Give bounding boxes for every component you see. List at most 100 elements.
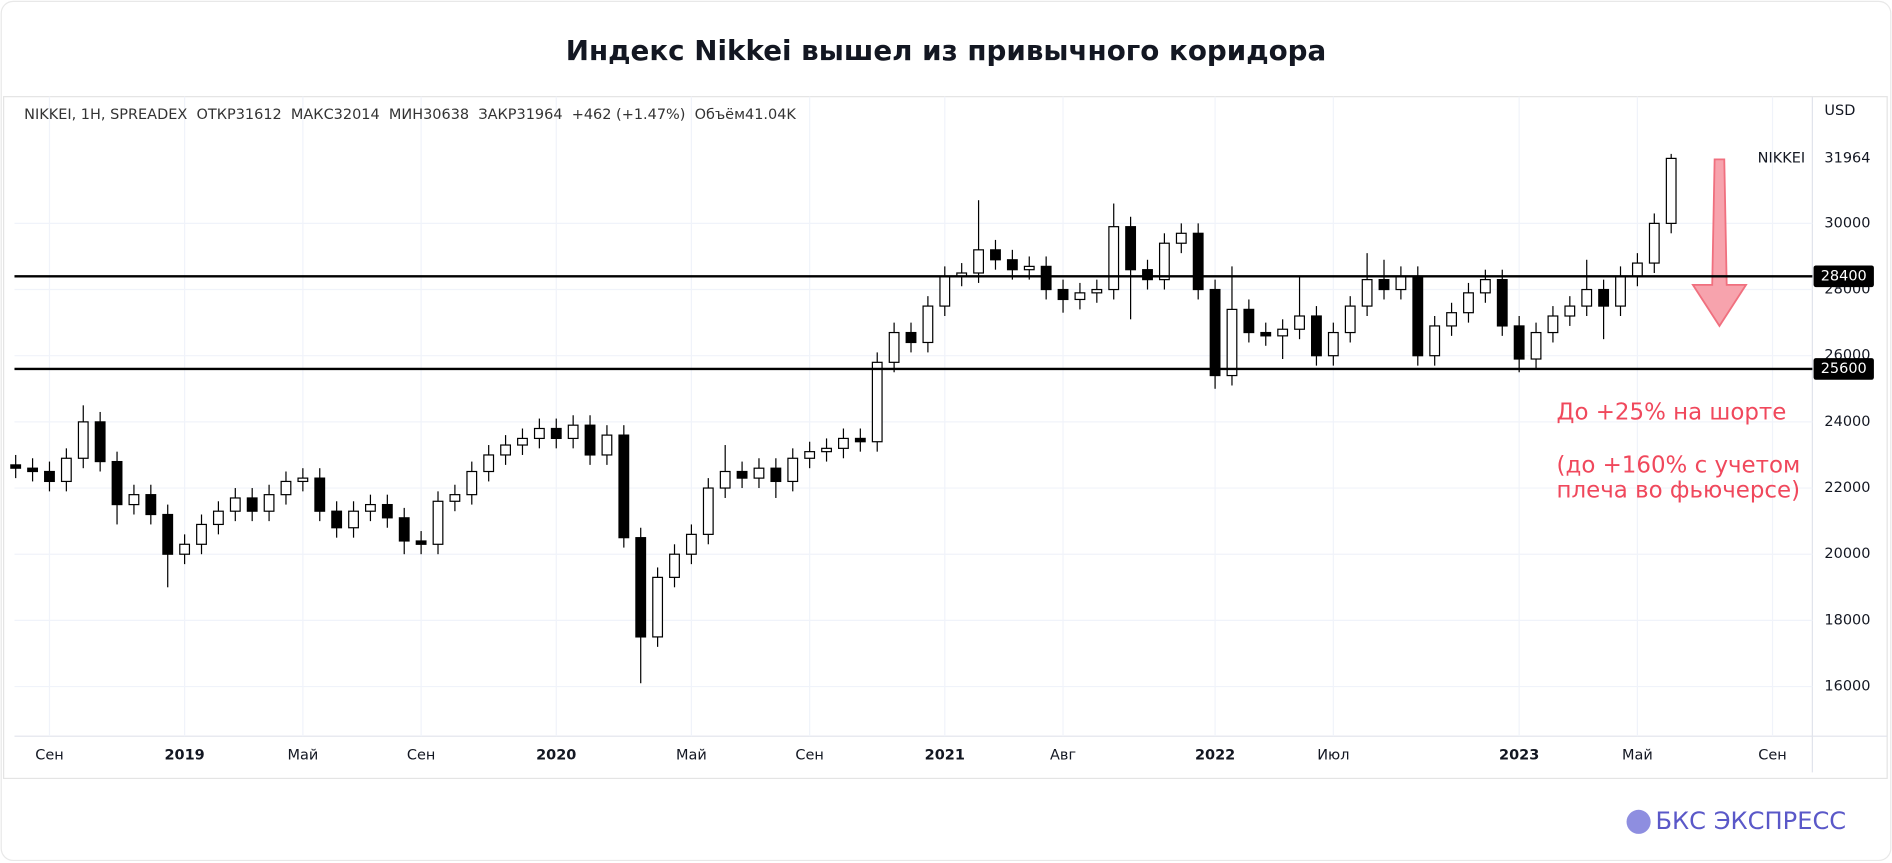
candle-body (1581, 288, 1593, 307)
candle-body (314, 477, 326, 512)
candle-body (1209, 288, 1221, 377)
candle-body (1530, 331, 1542, 360)
candle-body (1006, 259, 1018, 271)
candle-body (1294, 315, 1305, 330)
x-tick-label: 2021 (925, 747, 965, 763)
candle-body (1158, 242, 1170, 281)
grid (14, 96, 1813, 737)
annotation: (до +160% с учетом (1557, 452, 1801, 478)
candle-body (1125, 226, 1137, 271)
candle-body (584, 424, 596, 456)
candle-body (229, 497, 241, 512)
candle-body (1108, 226, 1120, 291)
candle-body (905, 331, 917, 344)
x-tick-label: Май (1622, 747, 1653, 763)
candle-body (1429, 325, 1441, 357)
level-label: 25600 (1821, 361, 1867, 377)
candle-body (1226, 308, 1238, 377)
y-tick-label: 30000 (1824, 215, 1870, 231)
candle-body (550, 427, 562, 440)
candle-body (1311, 315, 1322, 357)
y-tick-label: 16000 (1824, 679, 1870, 695)
candle-body (1412, 275, 1424, 357)
candle-body (922, 305, 934, 344)
candle-body (1361, 279, 1373, 307)
candle-body (567, 424, 579, 440)
candle-body (1192, 232, 1204, 291)
candle-body (44, 470, 55, 483)
x-tick-label: Май (676, 747, 707, 763)
x-tick-label: Май (287, 747, 318, 763)
candle-body (331, 510, 343, 529)
annotation: плеча во фьючерсе) (1557, 478, 1801, 504)
candle-body (601, 434, 613, 456)
candle-body (145, 494, 157, 516)
candle-body (517, 437, 528, 446)
candle-body (854, 437, 866, 443)
candle-body (1057, 288, 1069, 301)
candle-body (1547, 315, 1559, 334)
candle-body (483, 454, 495, 473)
x-tick-label: 2019 (164, 747, 204, 763)
brand-logo (1626, 809, 1651, 834)
x-tick-label: 2022 (1195, 747, 1235, 763)
y-tick-label: 20000 (1824, 546, 1870, 562)
x-tick-label: Июл (1317, 747, 1349, 763)
plot (10, 153, 1677, 684)
candle-body (500, 444, 512, 456)
candle-body (1479, 279, 1491, 294)
candle-body (635, 537, 647, 638)
candle-body (60, 457, 72, 483)
candle-body (652, 576, 664, 638)
x-tick-label: Сен (35, 747, 63, 763)
candle-body (1513, 325, 1525, 360)
candle-body (1615, 275, 1626, 307)
candle-body (787, 457, 799, 483)
candle-body (1040, 265, 1052, 291)
annotation: До +25% на шорте (1557, 399, 1787, 425)
candle-body (669, 553, 680, 578)
candle-body (533, 427, 545, 440)
candle-body (888, 331, 900, 363)
candle-body (1564, 305, 1576, 317)
candle-body (939, 275, 951, 307)
candle-body (1665, 157, 1677, 224)
x-tick-label: Сен (795, 747, 823, 763)
candle-body (1631, 262, 1643, 277)
x-tick-label: 2023 (1499, 747, 1539, 763)
level-label: 28400 (1821, 268, 1867, 284)
candle-body (618, 434, 630, 539)
candle-body (1260, 331, 1272, 337)
candle-body (1463, 292, 1474, 314)
candle-body (1446, 312, 1458, 327)
candle-body (1175, 232, 1187, 244)
candle-body (179, 543, 191, 555)
candle-body (736, 470, 748, 479)
candle-body (753, 467, 765, 479)
chart-title: Индекс Nikkei вышел из привычного коридо… (566, 34, 1327, 67)
candle-body (381, 503, 393, 519)
last-price-label: 31964 (1824, 150, 1870, 166)
candle-body (990, 249, 1001, 261)
candle-body (449, 494, 461, 502)
candle-body (1023, 265, 1035, 271)
candle-body (297, 477, 309, 483)
candle-body (27, 467, 39, 473)
candle-body (719, 470, 731, 489)
candle-body (821, 447, 832, 453)
candle-body (466, 470, 478, 496)
candle-body (415, 540, 427, 545)
candle-body (770, 467, 782, 483)
x-tick-label: Сен (407, 747, 435, 763)
candle-body (838, 437, 849, 449)
level-tag (1813, 358, 1874, 380)
candle-body (398, 517, 410, 542)
candle-body (280, 480, 292, 496)
candle-body (1091, 288, 1103, 294)
candle-body (1378, 279, 1390, 291)
candle-body (10, 464, 22, 469)
level-tag (1813, 265, 1874, 288)
